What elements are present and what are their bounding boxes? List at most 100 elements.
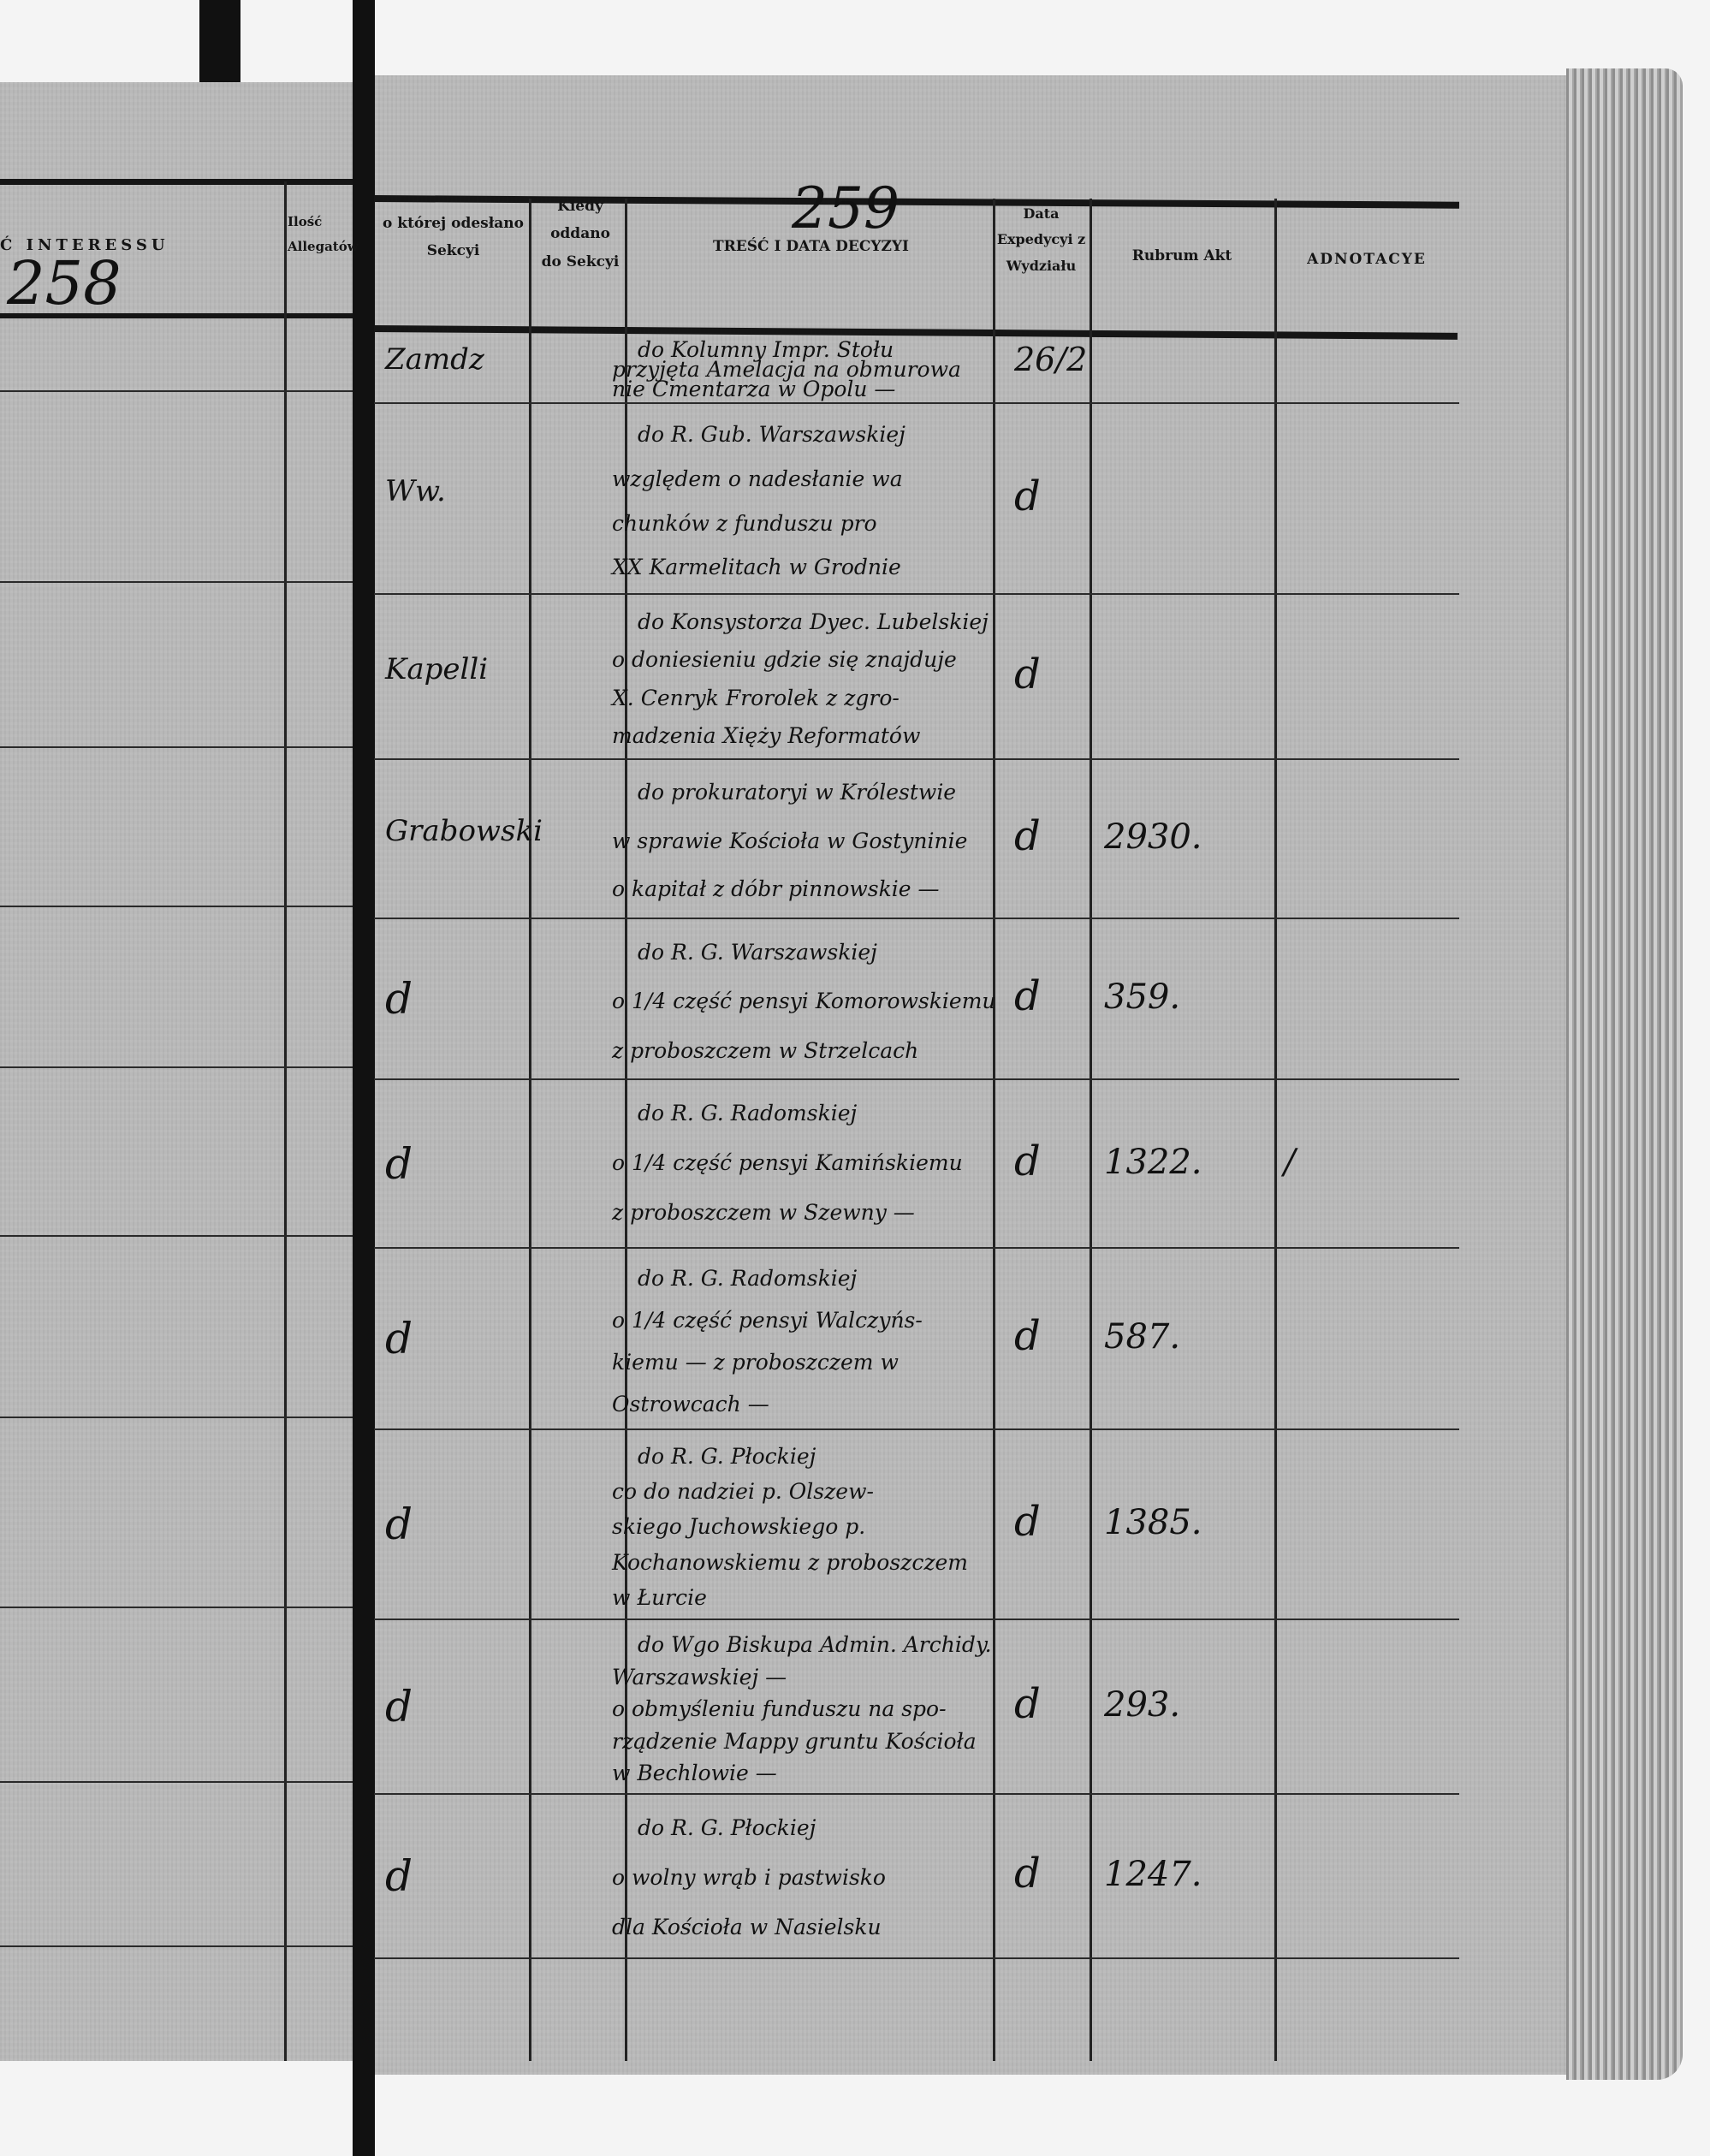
tresc-line: Kochanowskiemu z proboszczem bbox=[612, 1549, 968, 1575]
tresc-line: o obmyśleniu funduszu na spo- bbox=[612, 1696, 947, 1722]
tresc-cell: do Konsystorza Dyec. Lubelskiej o doniesi… bbox=[612, 603, 989, 755]
tresc-line: Ostrowcach — bbox=[612, 1392, 769, 1417]
row-rule bbox=[374, 758, 1459, 760]
header-data-expedycyi: Data Expedycyi z Wydziału bbox=[996, 205, 1086, 274]
tresc-cell: do R. G. Radomskiej o 1/4 część pensyi Ka… bbox=[612, 1089, 963, 1238]
tresc-line: skiego Juchowskiego p. bbox=[612, 1514, 866, 1540]
tresc-line: w Bechlowie — bbox=[612, 1761, 777, 1786]
sekcja-cell: Kapelli bbox=[385, 651, 489, 686]
column-rule bbox=[993, 199, 995, 2061]
black-band bbox=[199, 0, 240, 86]
tresc-line: w Łurcie bbox=[612, 1584, 707, 1610]
column-rule bbox=[625, 199, 627, 2061]
row-rule bbox=[374, 918, 1459, 919]
sekcja-cell: d bbox=[385, 1851, 413, 1901]
sekcja-cell: d bbox=[385, 1138, 413, 1189]
header-tresc: TREŚĆ I DATA DECYZYI bbox=[712, 238, 910, 255]
tresc-line: o wolny wrąb i pastwisko bbox=[612, 1865, 886, 1890]
left-page-number: 258 bbox=[7, 248, 122, 318]
left-row-rule bbox=[0, 746, 353, 748]
row-rule bbox=[374, 1428, 1459, 1430]
rubrum-cell: 1385. bbox=[1104, 1503, 1202, 1542]
tresc-line: do R. G. Radomskiej bbox=[638, 1101, 858, 1126]
tresc-cell: do R. Gub. Warszawskiej względem o nadesł… bbox=[612, 413, 905, 590]
tresc-line: madzenia Xięży Reformatów bbox=[612, 722, 921, 748]
expedycja-cell: d bbox=[1014, 1137, 1041, 1185]
tresc-line: do Kolumny Impr. Stołu bbox=[638, 337, 894, 362]
tresc-line: do R. G. Płockiej bbox=[638, 1444, 816, 1469]
sekcja-cell: d bbox=[385, 1682, 413, 1731]
rubrum-cell: 2930. bbox=[1104, 817, 1202, 857]
tresc-line: do Wgo Biskupa Admin. Archidy. bbox=[638, 1632, 992, 1657]
page-edges bbox=[1566, 68, 1683, 2080]
left-row-rule bbox=[0, 906, 353, 907]
tresc-line: rządzenie Mappy gruntu Kościoła bbox=[612, 1728, 977, 1754]
column-rule bbox=[529, 199, 531, 2061]
left-header-top-rule bbox=[0, 179, 353, 185]
expedycja-cell: d bbox=[1014, 812, 1041, 860]
left-row-rule bbox=[0, 1945, 353, 1947]
expedycja-cell: 26/2 bbox=[1014, 340, 1088, 378]
column-rule bbox=[1090, 199, 1092, 2061]
sekcja-cell: Grabowski bbox=[385, 814, 543, 848]
tresc-line: o 1/4 część pensyi Kamińskiemu bbox=[612, 1150, 963, 1175]
left-header-title: Ć INTERESSU bbox=[0, 236, 169, 254]
tresc-cell: do prokuratoryi w Królestwie w sprawie Ko… bbox=[612, 769, 967, 914]
expedycja-cell: d bbox=[1014, 1680, 1041, 1728]
left-row-rule bbox=[0, 390, 353, 392]
left-row-rule bbox=[0, 1607, 353, 1608]
tresc-line: do R. G. Płockiej bbox=[638, 1815, 816, 1840]
tresc-cell: do R. G. Płockiej co do nadziei p. Olszew… bbox=[612, 1439, 968, 1615]
left-row-rule bbox=[0, 1235, 353, 1237]
expedycja-cell: d bbox=[1014, 1498, 1041, 1546]
tresc-line: dla Kościoła w Nasielsku bbox=[612, 1915, 882, 1939]
tresc-line: do R. Gub. Warszawskiej bbox=[638, 422, 905, 447]
tresc-line: o 1/4 część pensyi Walczyńs- bbox=[612, 1308, 923, 1333]
left-row-rule bbox=[0, 1066, 353, 1068]
tresc-cell: do Kolumny Impr. Stołu przyjęta Amelacja … bbox=[612, 337, 961, 401]
tresc-line: przyjęta Amelacja na obmurowa bbox=[612, 357, 961, 382]
tresc-line: o kapitał z dóbr pinnowskie — bbox=[612, 876, 940, 902]
left-header-bottom-rule bbox=[0, 313, 353, 318]
rubrum-cell: 359. bbox=[1104, 977, 1181, 1017]
row-rule bbox=[374, 1793, 1459, 1795]
expedycja-cell: d bbox=[1014, 1850, 1041, 1898]
header-adnotacye: ADNOTACYE bbox=[1307, 251, 1427, 268]
left-header-allegata: Ilość Allegatów bbox=[288, 214, 359, 254]
header-rubrum: Rubrum Akt bbox=[1131, 247, 1232, 264]
rubrum-cell: 1322. bbox=[1104, 1142, 1202, 1182]
sekcja-cell: d bbox=[385, 1314, 413, 1363]
row-rule bbox=[374, 1078, 1459, 1080]
tresc-cell: do Wgo Biskupa Admin. Archidy. Warszawski… bbox=[612, 1629, 992, 1790]
tresc-line: kiemu — z proboszczem w bbox=[612, 1350, 899, 1375]
tresc-line: co do nadziei p. Olszew- bbox=[612, 1479, 874, 1505]
sekcja-cell: Zamdz bbox=[385, 342, 484, 377]
tresc-line: o doniesieniu gdzie się znajduje bbox=[612, 647, 957, 673]
left-row-rule bbox=[0, 1417, 353, 1418]
tresc-line: XX Karmelitach w Grodnie bbox=[612, 555, 901, 580]
row-rule bbox=[374, 1618, 1459, 1620]
tresc-line: do R. G. Radomskiej bbox=[638, 1266, 858, 1291]
sekcja-cell: d bbox=[385, 974, 413, 1024]
tresc-line: w sprawie Kościoła w Gostyninie bbox=[612, 828, 968, 853]
tresc-cell: do R. G. Płockiej o wolny wrąb i pastwisk… bbox=[612, 1803, 886, 1952]
left-page bbox=[0, 82, 353, 2061]
tresc-line: chunków z funduszu pro bbox=[612, 510, 877, 536]
tresc-line: względem o nadesłanie wa bbox=[612, 466, 903, 491]
tresc-line: do Konsystorza Dyec. Lubelskiej bbox=[638, 609, 989, 634]
row-rule bbox=[374, 1957, 1459, 1959]
rubrum-cell: 293. bbox=[1104, 1685, 1181, 1725]
row-rule bbox=[374, 402, 1459, 404]
row-rule bbox=[374, 593, 1459, 595]
header-sekcja: o której odesłano Sekcyi bbox=[383, 215, 524, 260]
tresc-line: z proboszczem w Strzelcach bbox=[612, 1037, 919, 1063]
tresc-line: do R. G. Warszawskiej bbox=[638, 940, 877, 965]
expedycja-cell: d bbox=[1014, 972, 1041, 1020]
row-rule bbox=[374, 1247, 1459, 1249]
expedycja-cell: d bbox=[1014, 472, 1041, 520]
tresc-cell: do R. G. Warszawskiej o 1/4 część pensyi … bbox=[612, 928, 996, 1075]
book-gutter bbox=[353, 0, 375, 2156]
tresc-line: X. Cenryk Frorolek z zgro- bbox=[612, 685, 900, 710]
tresc-line: nie Cmentarza w Opolu — bbox=[612, 377, 896, 401]
column-rule bbox=[1274, 199, 1277, 2061]
